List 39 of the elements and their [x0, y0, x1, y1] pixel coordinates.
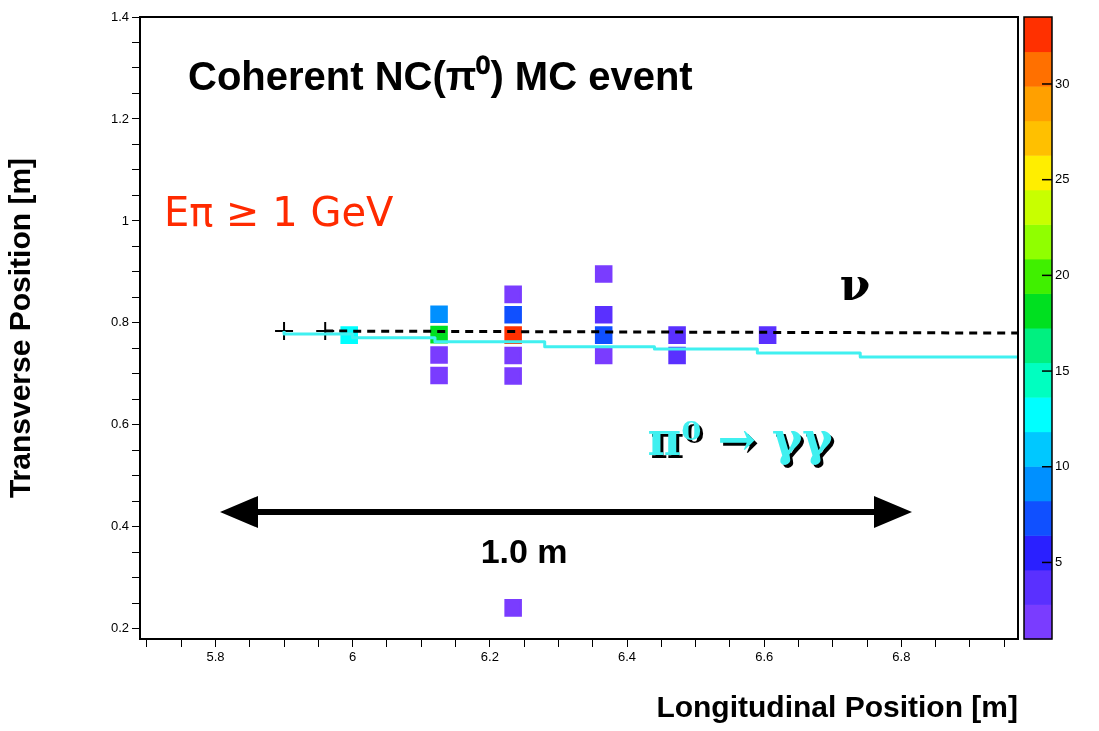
point	[430, 305, 448, 324]
x-tick-label: 6.8	[892, 649, 911, 665]
series-label: π⁰ → γγ	[647, 412, 834, 467]
y-tick-label: 1.4	[110, 8, 129, 24]
y-tick-label: 1.2	[110, 110, 129, 126]
y-tick-label: 0.6	[110, 416, 129, 432]
y-tick-label: 0.4	[110, 518, 129, 534]
x-tick-label: 6.6	[755, 649, 774, 665]
color-bar-label: 20	[1055, 266, 1070, 282]
x-tick-label: 6.4	[617, 649, 637, 665]
point	[504, 346, 522, 365]
x-axis-title: Longitudinal Position [m]	[656, 690, 1018, 724]
color-bar-label: 15	[1055, 362, 1070, 378]
color-bar-label: 30	[1055, 75, 1070, 91]
text: Coherent NC(π⁰) MC event	[188, 53, 693, 98]
point	[504, 367, 522, 385]
point	[274, 321, 295, 342]
x-tick-label: 6.2	[480, 649, 499, 665]
point	[315, 321, 336, 342]
y-tick-label: 0.2	[110, 620, 129, 636]
y-axis-title: Transverse Position [m]	[3, 157, 37, 499]
y-tick-label: 0.8	[110, 314, 129, 330]
color-bar-label: 5	[1055, 554, 1063, 570]
series-label: ν	[839, 258, 871, 310]
annotation: 1.0 m	[480, 531, 568, 570]
point	[504, 285, 522, 304]
point	[594, 265, 613, 283]
point	[594, 305, 613, 324]
x-tick-label: 5.8	[206, 649, 225, 665]
point	[430, 366, 448, 385]
point	[504, 599, 522, 617]
y-tick-label: 1	[121, 212, 129, 228]
annotation: Eπ ≥ 1 GeV	[164, 189, 395, 236]
color-bar-label: 10	[1055, 458, 1070, 474]
point	[668, 326, 686, 344]
x-tick-label: 6	[349, 649, 357, 665]
point	[504, 305, 522, 324]
color-bar-label: 25	[1055, 171, 1070, 187]
point	[430, 346, 448, 364]
